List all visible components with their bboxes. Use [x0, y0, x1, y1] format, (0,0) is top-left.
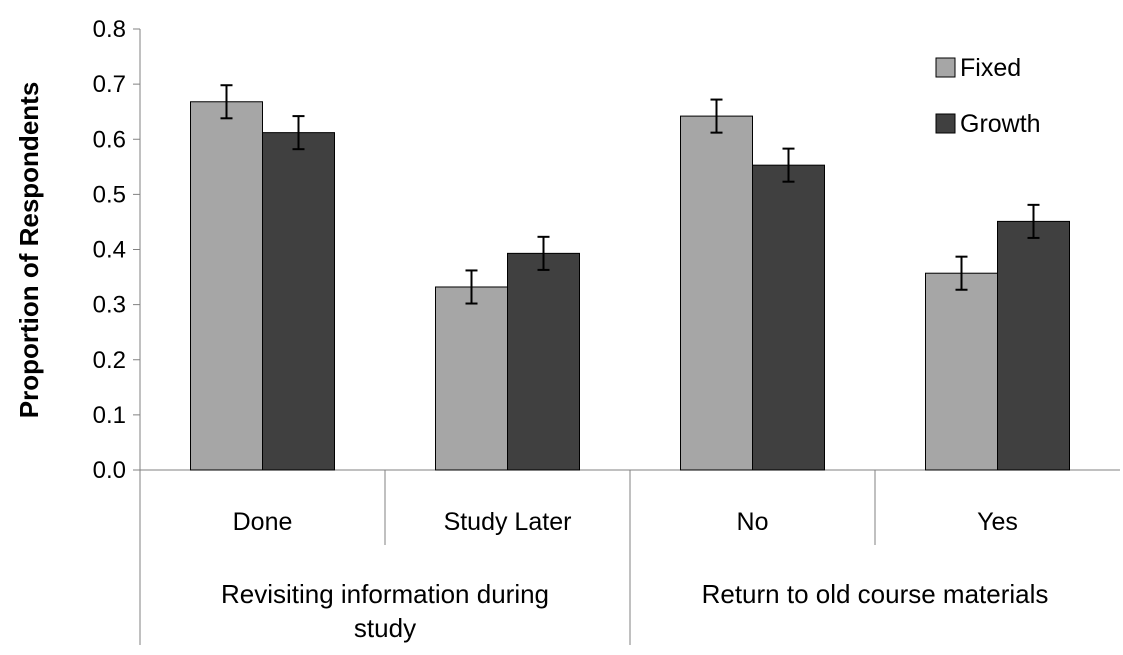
y-tick-label: 0.3 — [93, 292, 126, 319]
y-tick-label: 0.0 — [93, 457, 126, 484]
legend-label-growth: Growth — [960, 110, 1041, 138]
bar-fixed-no — [680, 115, 753, 471]
bar-growth-study-later — [507, 252, 580, 471]
x-group-label: Revisiting information during — [221, 579, 549, 609]
legend-label-fixed: Fixed — [960, 54, 1021, 82]
y-tick-label: 0.4 — [93, 237, 126, 264]
bar-growth-yes — [997, 220, 1070, 471]
bar-fixed-yes — [925, 272, 998, 471]
x-category-label: Study Later — [444, 508, 572, 536]
x-category-label: Done — [233, 508, 293, 536]
bar-growth-done — [262, 132, 335, 471]
x-group-label: study — [354, 613, 416, 643]
legend-swatch-fixed — [935, 57, 956, 78]
y-tick-label: 0.7 — [93, 71, 126, 98]
x-group-label: Return to old course materials — [702, 579, 1049, 609]
bar-fixed-study-later — [435, 286, 508, 471]
bar-fixed-done — [190, 101, 263, 471]
y-tick-label: 0.2 — [93, 347, 126, 374]
legend-swatch-growth — [935, 113, 956, 134]
bar-growth-no — [752, 164, 825, 471]
y-tick-label: 0.6 — [93, 126, 126, 153]
x-category-label: No — [737, 508, 769, 536]
y-tick-label: 0.5 — [93, 181, 126, 208]
y-tick-label: 0.1 — [93, 402, 126, 429]
x-category-label: Yes — [977, 508, 1018, 536]
y-axis-title: Proportion of Respondents — [14, 82, 44, 419]
y-tick-label: 0.8 — [93, 16, 126, 43]
